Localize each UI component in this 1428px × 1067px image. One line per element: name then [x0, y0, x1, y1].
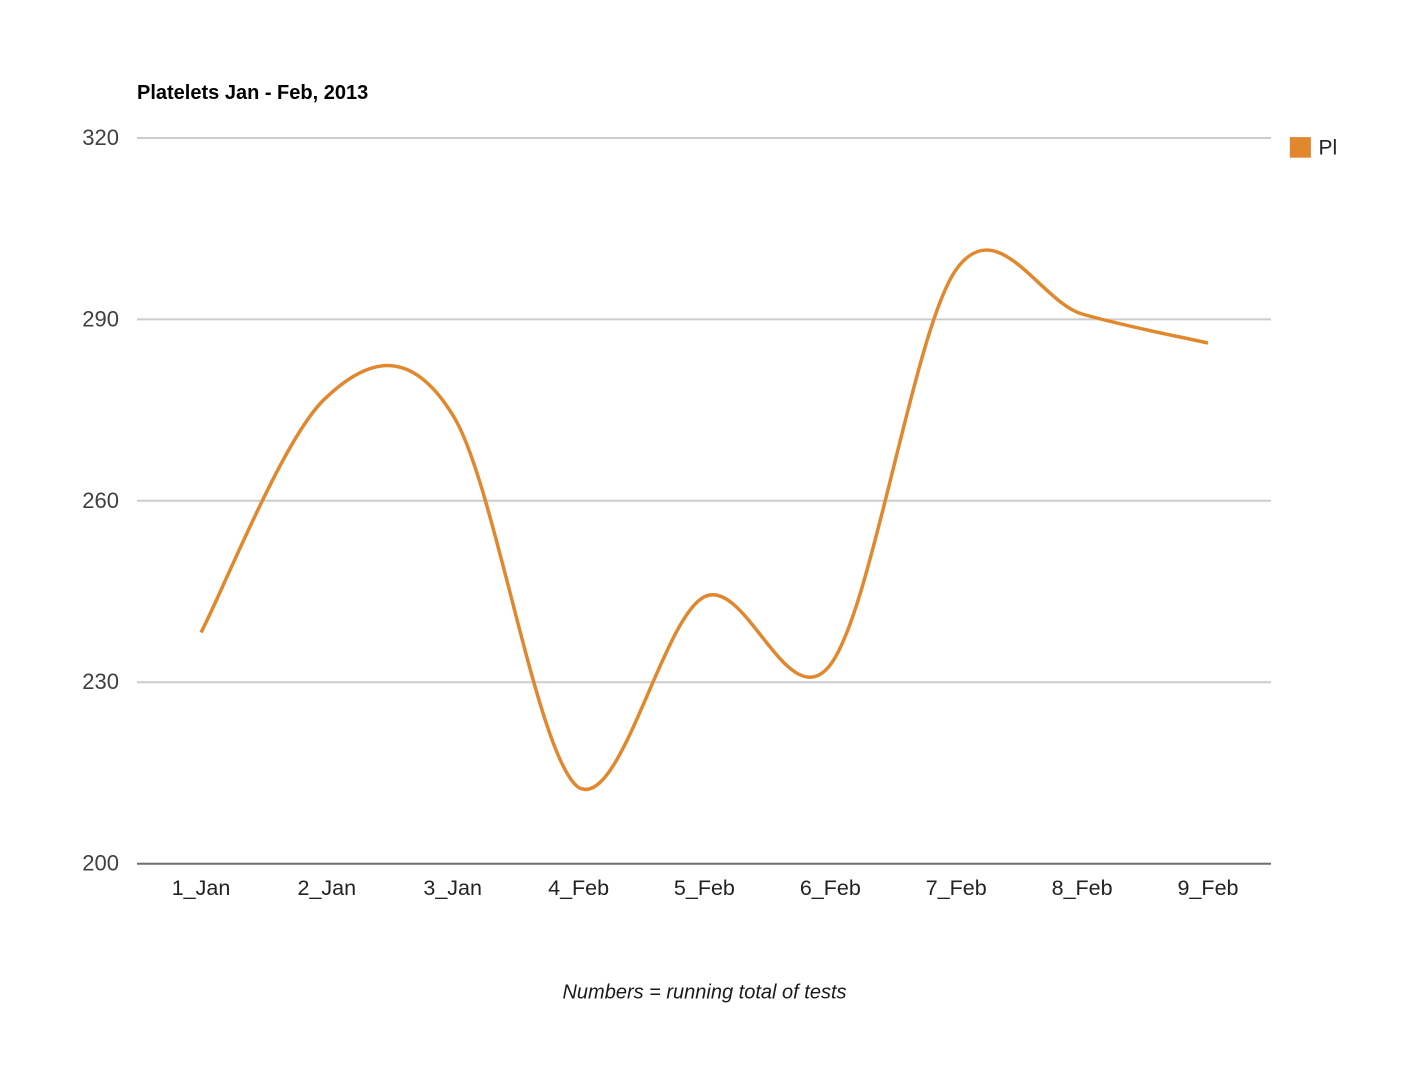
svg-text:Platelets Jan - Feb, 2013: Platelets Jan - Feb, 2013: [137, 82, 368, 104]
svg-text:260: 260: [82, 488, 119, 513]
svg-text:3_Jan: 3_Jan: [423, 876, 482, 900]
svg-text:5_Feb: 5_Feb: [674, 876, 735, 900]
svg-text:290: 290: [82, 306, 119, 331]
svg-text:Pl: Pl: [1319, 136, 1338, 159]
svg-text:230: 230: [82, 669, 119, 694]
svg-text:8_Feb: 8_Feb: [1052, 876, 1113, 900]
svg-text:Numbers = running total of tes: Numbers = running total of tests: [562, 982, 846, 1004]
svg-text:2_Jan: 2_Jan: [298, 876, 357, 900]
svg-text:200: 200: [82, 851, 119, 876]
svg-text:9_Feb: 9_Feb: [1178, 876, 1239, 900]
svg-text:6_Feb: 6_Feb: [800, 876, 861, 900]
svg-text:7_Feb: 7_Feb: [926, 876, 987, 900]
svg-text:320: 320: [82, 125, 119, 150]
svg-text:1_Jan: 1_Jan: [172, 876, 231, 900]
svg-text:4_Feb: 4_Feb: [548, 876, 609, 900]
